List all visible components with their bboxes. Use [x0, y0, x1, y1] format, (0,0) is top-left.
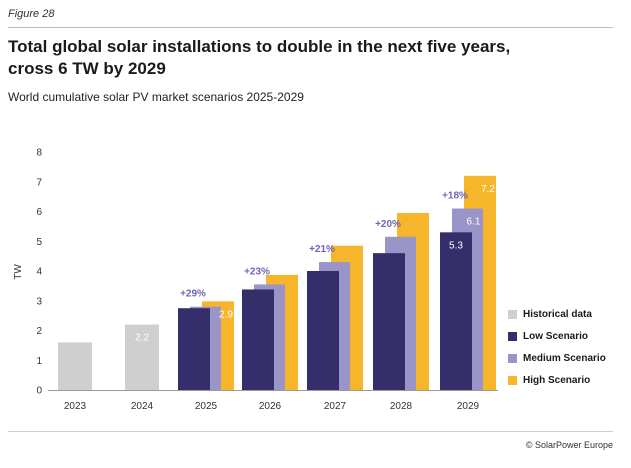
legend-item-low: Low Scenario [508, 331, 606, 342]
bar-value-label: 5.3 [449, 240, 463, 251]
credit-text: © SolarPower Europe [525, 440, 613, 450]
legend-item-high: High Scenario [508, 375, 606, 386]
growth-label: +18% [442, 191, 468, 202]
y-tick-label: 5 [36, 237, 42, 248]
legend-swatch [508, 332, 517, 341]
chart-subtitle: World cumulative solar PV market scenari… [8, 90, 304, 104]
y-tick-label: 7 [36, 177, 42, 188]
legend-label: High Scenario [523, 375, 591, 386]
legend-swatch [508, 376, 517, 385]
x-tick-label: 2027 [324, 401, 347, 412]
x-tick-label: 2026 [259, 401, 282, 412]
legend-swatch [508, 354, 517, 363]
y-tick-label: 4 [36, 267, 42, 278]
x-tick-label: 2025 [195, 401, 218, 412]
bar-historical [58, 342, 92, 390]
bar-value-label: 7.2 [481, 184, 495, 195]
chart-title-line-1: Total global solar installations to doub… [8, 37, 511, 56]
y-tick-label: 8 [36, 148, 42, 159]
chart-title: Total global solar installations to doub… [8, 36, 608, 80]
legend-swatch [508, 310, 517, 319]
x-tick-label: 2024 [131, 401, 154, 412]
bar-value-label: 2.9 [219, 309, 233, 320]
bar-low-scenario [440, 232, 472, 390]
bar-value-label: 2.2 [135, 333, 149, 344]
y-tick-label: 1 [36, 356, 42, 367]
y-tick-label: 2 [36, 326, 42, 337]
growth-label: +21% [309, 244, 335, 255]
figure-label: Figure 28 [8, 8, 55, 20]
bar-historical [125, 324, 159, 390]
bar-low-scenario [242, 289, 274, 390]
growth-label: +23% [244, 266, 270, 277]
growth-label: +20% [375, 219, 401, 230]
chart-title-line-2: cross 6 TW by 2029 [8, 59, 166, 78]
bar-low-scenario [373, 253, 405, 390]
y-tick-label: 6 [36, 207, 42, 218]
bar-value-label: 6.1 [467, 217, 481, 228]
bar-low-scenario [178, 308, 210, 390]
legend-item-historical: Historical data [508, 309, 606, 320]
top-divider [8, 27, 613, 28]
legend-label: Low Scenario [523, 331, 589, 342]
x-tick-label: 2028 [390, 401, 413, 412]
chart-legend: Historical data Low Scenario Medium Scenar… [508, 309, 606, 397]
footer-divider [8, 431, 613, 432]
legend-item-medium: Medium Scenario [508, 353, 606, 364]
growth-label: +29% [180, 289, 206, 300]
legend-label: Medium Scenario [523, 353, 606, 364]
y-axis-title: TW [13, 264, 24, 280]
y-tick-label: 3 [36, 296, 42, 307]
y-tick-label: 0 [36, 386, 42, 397]
legend-label: Historical data [523, 309, 592, 320]
x-tick-label: 2029 [457, 401, 480, 412]
x-tick-label: 2023 [64, 401, 87, 412]
bar-low-scenario [307, 271, 339, 390]
